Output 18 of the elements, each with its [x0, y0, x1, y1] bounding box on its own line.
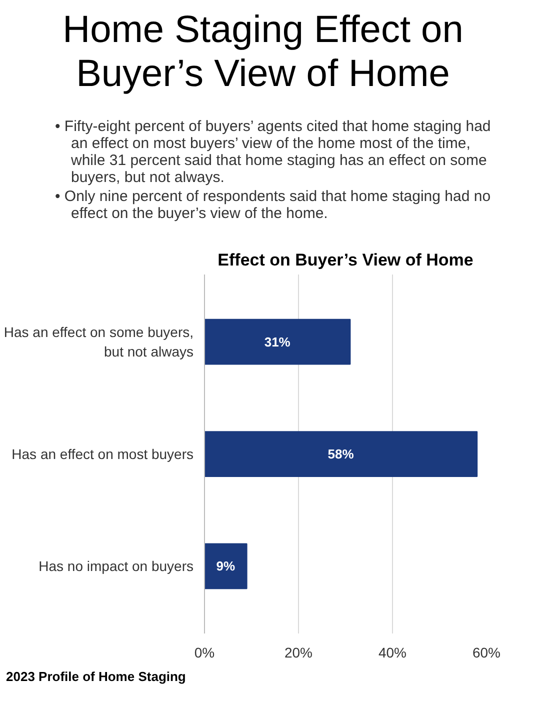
y-tick-label: Has an effect on some buyers, but not always — [4, 324, 194, 360]
chart-title: Home Staging Effect on Buyer’s View of Home — [62, 8, 464, 96]
data-label: 9% — [216, 558, 236, 574]
bar — [204, 318, 351, 365]
chart-subtitle: Effect on Buyer’s View of Home — [218, 250, 474, 270]
bar — [204, 431, 478, 477]
x-tick-label: 60% — [472, 644, 501, 660]
bar — [204, 543, 248, 590]
data-label: 31% — [264, 334, 291, 350]
text: • Fifty-eight percent of buyers’ agents cited that home staging had an effect on most buyers’ view of the home most of the time, while 31 percent said that home staging has an effect on some buyers, but not always. — [55, 118, 492, 186]
text: 2023 Profile of Home Staging — [6, 668, 186, 686]
y-tick-label: Has an effect on most buyers — [12, 446, 194, 462]
y-tick-label: Has no impact on buyers — [38, 558, 194, 574]
data-label: 58% — [328, 446, 354, 462]
text: • Only nine percent of respondents said that home staging had no effect on the buyer’s view of the home. — [55, 188, 492, 222]
x-tick-label: 0% — [194, 644, 215, 660]
x-tick-label: 40% — [378, 644, 407, 660]
x-tick-label: 20% — [284, 644, 313, 660]
